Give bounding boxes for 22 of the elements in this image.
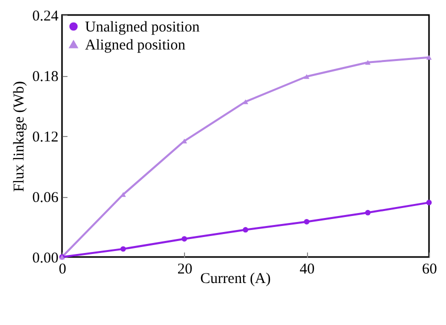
legend-label: Aligned position xyxy=(85,38,186,54)
point xyxy=(242,227,248,233)
x-tick-label: 0 xyxy=(58,262,66,278)
y-tick-label: 0.00 xyxy=(32,250,58,266)
point xyxy=(120,246,126,252)
x-tick-label: 60 xyxy=(422,262,437,278)
x-tick-label: 20 xyxy=(177,262,192,278)
x-tick-label: 40 xyxy=(300,262,315,278)
point xyxy=(426,200,432,206)
y-tick-label: 0.06 xyxy=(32,190,59,206)
point xyxy=(304,74,310,79)
legend-label: Unaligned position xyxy=(85,20,200,36)
y-axis-title: Flux linkage (Wb) xyxy=(11,81,28,192)
point xyxy=(365,60,371,65)
x-axis-title: Current (A) xyxy=(200,271,271,287)
point xyxy=(182,236,188,242)
point xyxy=(242,99,248,104)
point xyxy=(304,218,310,224)
point xyxy=(365,210,371,216)
y-tick-label: 0.12 xyxy=(32,130,58,146)
y-tick-label: 0.18 xyxy=(32,69,58,85)
y-tick-label: 0.24 xyxy=(32,8,59,24)
